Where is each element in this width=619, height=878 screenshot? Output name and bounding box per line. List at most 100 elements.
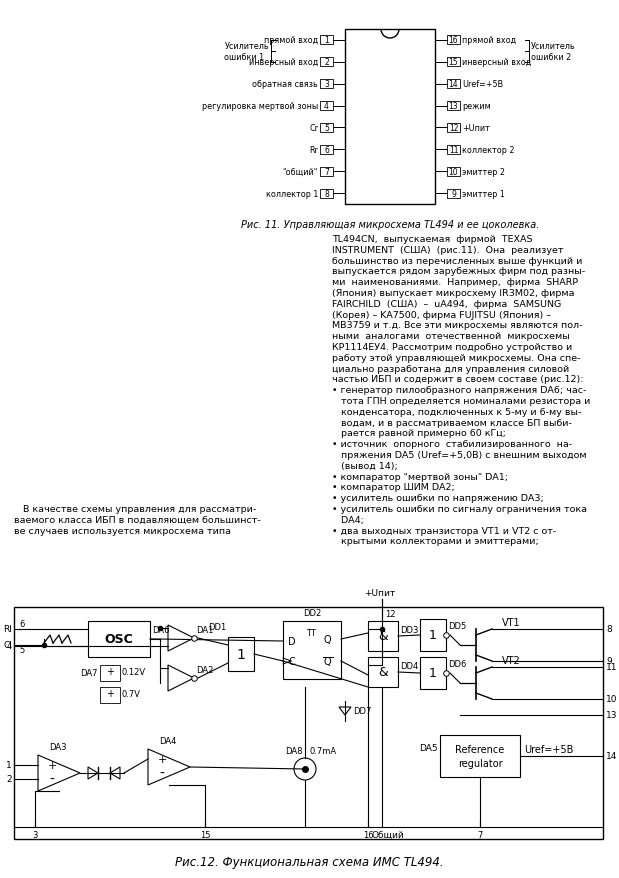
Text: работу этой управляющей микросхемы. Она спе-: работу этой управляющей микросхемы. Она … [332,354,581,363]
Bar [447,80,460,89]
Text: эмиттер 2: эмиттер 2 [462,168,505,176]
Text: 1: 1 [429,629,437,642]
Text: 1: 1 [236,647,246,661]
Bar [320,36,333,46]
Text: Усилитель
ошибки 2: Усилитель ошибки 2 [531,42,576,61]
Text: Uref=+5В: Uref=+5В [524,745,573,754]
Bar [320,168,333,176]
Bar [447,124,460,133]
Text: ными  аналогами  отечественной  микросхемы: ными аналогами отечественной микросхемы [332,332,569,341]
Text: 8: 8 [324,190,329,198]
Text: пряжения DA5 (Uref=+5,0В) с внешним выходом: пряжения DA5 (Uref=+5,0В) с внешним выхо… [332,450,587,459]
Bar [100,687,120,703]
Text: • два выходных транзистора VT1 и VT2 с от-: • два выходных транзистора VT1 и VT2 с о… [332,526,556,535]
Bar [447,146,460,155]
Text: циально разработана для управления силовой: циально разработана для управления силов… [332,364,569,373]
Text: DA8: DA8 [285,746,303,755]
Text: 12: 12 [385,609,396,618]
Text: Q: Q [323,634,331,644]
Text: DD6: DD6 [448,659,466,668]
Text: TL494CN,  выпускаемая  фирмой  TEXAS: TL494CN, выпускаемая фирмой TEXAS [332,234,532,244]
Text: • компаратор ШИМ DA2;: • компаратор ШИМ DA2; [332,483,455,492]
Text: 15: 15 [200,830,210,839]
Text: +Uпит: +Uпит [462,124,490,133]
Bar [345,30,435,205]
Text: FAIRCHILD  (США)  –  uA494,  фирма  SAMSUNG: FAIRCHILD (США) – uA494, фирма SAMSUNG [332,299,561,308]
Text: • усилитель ошибки по напряжению DA3;: • усилитель ошибки по напряжению DA3; [332,493,543,502]
Text: Рис.12. Функциональная схема ИМС TL494.: Рис.12. Функциональная схема ИМС TL494. [175,855,443,868]
Text: +Uпит: +Uпит [365,588,396,597]
Text: 3: 3 [324,80,329,89]
Text: -: - [160,766,165,781]
Text: 16: 16 [363,830,373,839]
Text: 0.12V: 0.12V [122,667,146,676]
Bar [88,622,150,658]
Text: водам, и в рассматриваемом классе БП выби-: водам, и в рассматриваемом классе БП выб… [332,418,572,427]
Text: MB3759 и т.д. Все эти микросхемы являются пол-: MB3759 и т.д. Все эти микросхемы являютс… [332,321,582,330]
Text: 1: 1 [429,666,437,680]
Text: 6: 6 [19,620,25,629]
Text: 11: 11 [449,146,458,155]
Text: regulator: regulator [457,758,502,768]
Text: КР1114ЕУ4. Рассмотрим подробно устройство и: КР1114ЕУ4. Рассмотрим подробно устройств… [332,342,572,351]
Text: 7: 7 [324,168,329,176]
Text: крытыми коллекторами и эмиттерами;: крытыми коллекторами и эмиттерами; [332,536,539,546]
Bar [320,190,333,198]
Text: обратная связь: обратная связь [253,80,318,89]
Text: (вывод 14);: (вывод 14); [332,461,398,471]
Text: +: + [106,688,114,698]
Text: регулировка мертвой зоны: регулировка мертвой зоны [202,102,318,111]
Text: D: D [288,637,296,646]
Text: 15: 15 [449,58,458,68]
Text: 4: 4 [7,642,12,651]
Text: ве случаев используется микросхема типа: ве случаев используется микросхема типа [14,526,231,535]
Text: рается равной примерно 60 кГц;: рается равной примерно 60 кГц; [332,429,506,438]
Bar [320,80,333,89]
Text: 10: 10 [606,694,618,703]
Text: 9: 9 [606,657,612,666]
Bar [447,58,460,68]
Text: Общий: Общий [371,830,404,839]
Text: Усилитель
ошибки 1: Усилитель ошибки 1 [224,42,269,61]
Text: 10: 10 [449,168,458,176]
Text: 12: 12 [449,124,458,133]
Text: выпускается рядом зарубежных фирм под разны-: выпускается рядом зарубежных фирм под ра… [332,267,585,276]
Bar [320,124,333,133]
Bar [320,102,333,111]
Text: (Корея) – KA7500, фирма FUJITSU (Япония) –: (Корея) – KA7500, фирма FUJITSU (Япония)… [332,310,551,320]
Bar [420,658,446,689]
Text: 16: 16 [449,36,458,46]
Text: DD7: DD7 [353,707,371,716]
Text: OSC: OSC [105,633,133,645]
Bar [283,622,341,680]
Text: конденсатора, подключенных к 5-му и 6-му вы-: конденсатора, подключенных к 5-му и 6-му… [332,407,581,416]
Text: INSTRUMENT  (США)  (рис.11).  Она  реализует: INSTRUMENT (США) (рис.11). Она реализует [332,246,563,255]
Text: &: & [378,666,388,679]
Text: 8: 8 [606,625,612,634]
Text: 0.7V: 0.7V [122,689,141,698]
Bar [447,36,460,46]
Text: 2: 2 [6,774,12,783]
Bar [14,608,603,839]
Text: инверсный вход: инверсный вход [462,58,531,68]
Text: TT: TT [306,629,316,637]
Text: +: + [157,754,167,764]
Text: 13: 13 [606,710,618,720]
Text: частью ИБП и содержит в своем составе (рис.12):: частью ИБП и содержит в своем составе (р… [332,375,584,384]
Text: &: & [378,630,388,643]
Text: прямой вход: прямой вход [462,36,516,46]
Text: инверсный вход: инверсный вход [249,58,318,68]
Text: 2: 2 [324,58,329,68]
Text: VT1: VT1 [502,617,521,627]
Bar [440,735,520,777]
Text: ми  наименованиями.  Например,  фирма  SHARP: ми наименованиями. Например, фирма SHARP [332,277,578,287]
Text: 0.7mA: 0.7mA [310,746,337,755]
Text: коллектор 1: коллектор 1 [266,190,318,198]
Text: В качестве схемы управления для рассматри-: В качестве схемы управления для рассматр… [14,505,256,514]
Text: 5: 5 [324,124,329,133]
Text: DA2: DA2 [196,666,214,674]
Text: RI: RI [3,625,12,634]
Text: режим: режим [462,102,491,111]
Text: коллектор 2: коллектор 2 [462,146,514,155]
Text: "общий": "общий" [283,168,318,176]
